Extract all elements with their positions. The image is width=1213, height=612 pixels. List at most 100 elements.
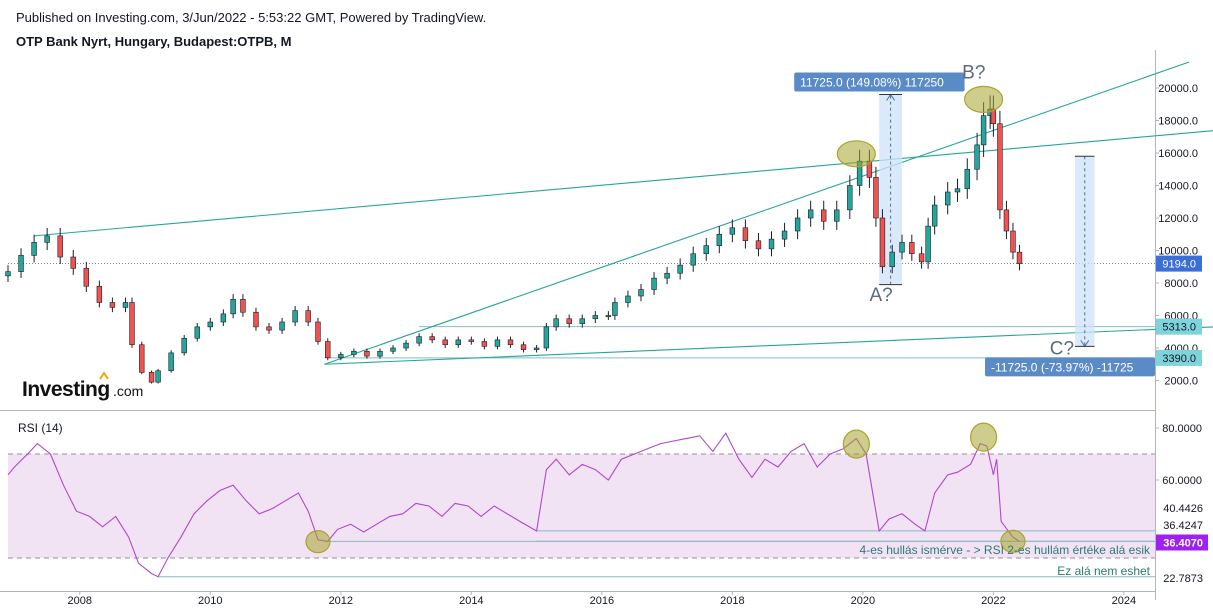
candle-body xyxy=(931,204,938,227)
candle-body xyxy=(442,339,448,346)
candle-body xyxy=(781,230,788,240)
candle-body xyxy=(899,242,905,253)
rsi-highlight-ellipse xyxy=(969,422,998,452)
rsi-tick-label: 80.0000 xyxy=(1162,423,1202,435)
x-tick-label: 2010 xyxy=(198,595,222,607)
rsi-highlight-ellipse xyxy=(1000,529,1026,553)
candle-body xyxy=(847,185,853,211)
candle-body xyxy=(44,235,50,243)
candle-body xyxy=(109,302,116,308)
candle-body xyxy=(703,245,709,255)
trendlines xyxy=(34,61,1213,365)
candle-body xyxy=(625,295,631,303)
candle-body xyxy=(351,350,357,355)
x-tick-label: 2016 xyxy=(590,595,614,607)
candle-body xyxy=(980,115,987,146)
candle-body xyxy=(909,242,915,255)
candle-body xyxy=(315,321,321,342)
trendline xyxy=(324,61,1190,365)
candle-body xyxy=(925,225,931,263)
candle-body xyxy=(1016,251,1023,264)
candle-body xyxy=(455,339,461,346)
candle-body xyxy=(194,326,200,339)
measure-label-box xyxy=(985,357,1155,377)
candle-body xyxy=(997,123,1003,211)
candle-body xyxy=(31,242,37,256)
rsi-band-fill xyxy=(8,454,1155,558)
rsi-last-flag: 36.4070 xyxy=(1163,538,1203,550)
x-tick-label: 2022 xyxy=(981,595,1005,607)
candle-body xyxy=(129,302,135,346)
rsi-line xyxy=(7,432,1020,578)
rsi-level-flag: 40.4426 xyxy=(1163,503,1203,515)
last-price-flag-bg xyxy=(1156,255,1202,272)
y-tick-label: 12000.0 xyxy=(1158,213,1198,225)
candle-body xyxy=(207,321,213,328)
y-tick-label: 20000.0 xyxy=(1158,83,1198,95)
candle-body xyxy=(553,318,559,328)
measure-tools: 11725.0 (149.08%) 117250 -11725.0 (-73.97… xyxy=(794,72,1155,377)
candle-body xyxy=(605,315,612,318)
candle-body xyxy=(964,168,970,190)
level-flag-bg xyxy=(1156,349,1202,366)
candle-body xyxy=(638,289,644,297)
candle-body xyxy=(96,285,103,303)
candle-body xyxy=(429,336,435,341)
candle-body xyxy=(292,310,298,323)
x-tick-label: 2018 xyxy=(720,595,744,607)
candle-body xyxy=(566,318,572,324)
candle-body xyxy=(57,235,63,258)
candle-body xyxy=(139,344,145,373)
x-tick-label: 2012 xyxy=(329,595,353,607)
candle-body xyxy=(507,339,514,346)
rsi-level-flag: 22.7873 xyxy=(1163,573,1203,585)
y-tick-label: 10000.0 xyxy=(1158,246,1198,258)
candle-body xyxy=(220,313,227,323)
rsi-band xyxy=(8,453,1155,559)
rsi-annotation: 4-es hullás ismérve - > RSI 2-es hullám … xyxy=(860,543,1151,557)
y-tick-label: 8000.0 xyxy=(1164,278,1198,290)
candle-body xyxy=(945,191,951,206)
candle-body xyxy=(742,227,749,242)
candle-body xyxy=(481,341,488,347)
candle-body xyxy=(279,321,285,331)
candle-body xyxy=(794,217,801,232)
candle-body xyxy=(83,268,90,287)
chart-text: A? B? C? RSI (14) 4-es hullás ismérve - > RS… xyxy=(18,62,1151,578)
candle-body xyxy=(416,336,422,344)
axes: 2000.04000.06000.08000.010000.012000.014… xyxy=(68,83,1202,607)
rsi-level-flag: 36.4247 xyxy=(1163,520,1203,532)
candle-body xyxy=(651,277,657,290)
candle-body xyxy=(168,352,174,372)
level-flag-bg xyxy=(1156,318,1202,335)
wave-label: A? xyxy=(870,285,893,306)
candle-body xyxy=(266,326,272,331)
rsi-highlight-ellipse xyxy=(305,530,331,554)
candle-body xyxy=(954,188,961,193)
candle-body xyxy=(155,370,161,383)
measure-label: -11725.0 (-73.97%) -11725 xyxy=(991,360,1134,374)
candle-body xyxy=(122,302,129,308)
candle-body xyxy=(1010,230,1016,253)
rsi-title: RSI (14) xyxy=(18,421,63,435)
highlight-ellipse xyxy=(836,140,876,168)
x-tick-label: 2024 xyxy=(1112,595,1136,607)
last-price-flag: 9194.0 xyxy=(1162,259,1196,271)
candle-body xyxy=(70,256,76,269)
x-tick-label: 2008 xyxy=(68,595,92,607)
y-tick-label: 16000.0 xyxy=(1158,148,1198,160)
candle-body xyxy=(240,298,246,313)
measure-label-box xyxy=(794,72,965,92)
gridlines xyxy=(0,50,1156,600)
candle-body xyxy=(690,253,696,266)
candle-body xyxy=(230,298,236,315)
candle-body xyxy=(879,217,886,268)
published-info: Published on Investing.com, 3/Jun/2022 -… xyxy=(16,10,487,25)
measure-label: 11725.0 (149.08%) 117250 xyxy=(800,76,944,90)
candle-body xyxy=(579,318,585,324)
level-flag: 5313.0 xyxy=(1162,322,1196,334)
candle-body xyxy=(716,233,723,246)
x-tick-label: 2020 xyxy=(851,595,875,607)
candle-body xyxy=(768,238,775,250)
candle-body xyxy=(494,339,501,347)
